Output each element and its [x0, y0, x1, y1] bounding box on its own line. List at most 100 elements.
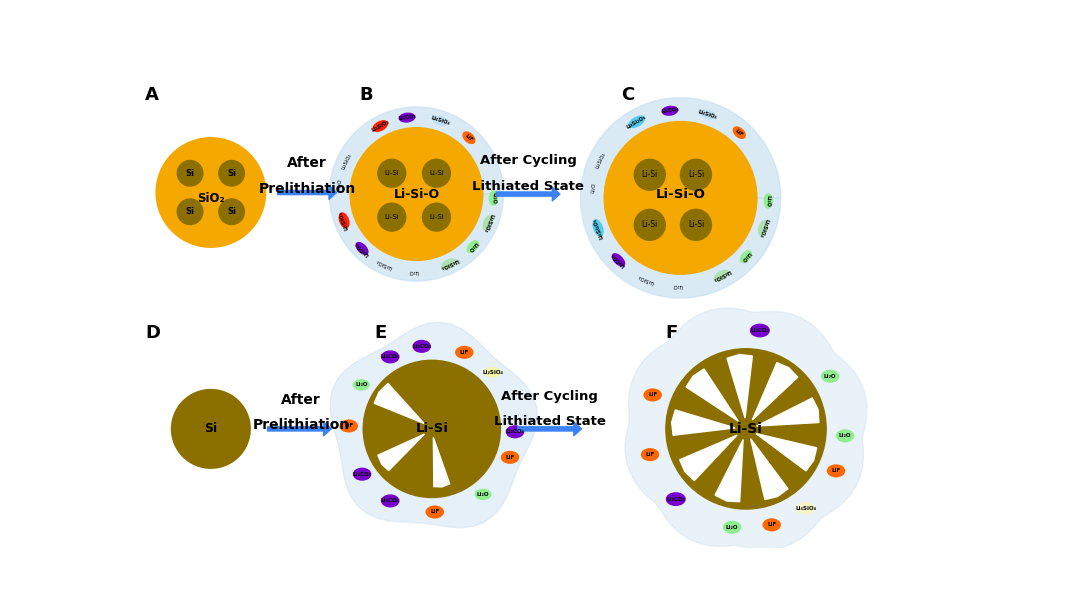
- Ellipse shape: [611, 253, 625, 267]
- Ellipse shape: [353, 379, 369, 391]
- Ellipse shape: [413, 340, 431, 353]
- Circle shape: [634, 158, 666, 191]
- Ellipse shape: [665, 492, 686, 506]
- Polygon shape: [715, 439, 743, 502]
- Text: Li₄SiO₄: Li₄SiO₄: [438, 257, 459, 270]
- Ellipse shape: [764, 193, 773, 209]
- Text: LiF: LiF: [767, 522, 777, 527]
- Polygon shape: [625, 308, 867, 550]
- Text: Si: Si: [204, 423, 217, 436]
- Ellipse shape: [644, 388, 662, 402]
- Text: Li₄SiO₄: Li₄SiO₄: [795, 506, 816, 511]
- Polygon shape: [330, 322, 538, 528]
- Text: LiF: LiF: [734, 128, 744, 137]
- Text: After Cycling: After Cycling: [480, 155, 577, 168]
- Ellipse shape: [699, 109, 716, 120]
- Circle shape: [177, 160, 203, 187]
- Polygon shape: [580, 98, 781, 298]
- Text: Li₂O: Li₂O: [740, 251, 752, 262]
- Polygon shape: [753, 363, 798, 420]
- Text: After Cycling: After Cycling: [501, 390, 598, 403]
- Text: Li₂CO₃: Li₂CO₃: [610, 252, 626, 268]
- Text: Li₂O: Li₂O: [591, 182, 596, 193]
- Ellipse shape: [836, 429, 854, 442]
- Text: Li₄Si₂O₅: Li₄Si₂O₅: [625, 114, 648, 129]
- Text: LiF: LiF: [464, 133, 474, 142]
- Text: Li₂CO₃: Li₂CO₃: [751, 328, 769, 333]
- Circle shape: [218, 160, 245, 187]
- Text: Li₂O: Li₂O: [476, 492, 489, 497]
- Ellipse shape: [373, 120, 388, 132]
- Text: LiF: LiF: [505, 455, 514, 460]
- Text: Li₂O: Li₂O: [490, 192, 496, 204]
- Circle shape: [218, 198, 245, 225]
- Polygon shape: [433, 437, 449, 487]
- Circle shape: [604, 121, 757, 275]
- Text: B: B: [360, 86, 373, 105]
- Polygon shape: [672, 410, 735, 436]
- Circle shape: [377, 158, 406, 188]
- Ellipse shape: [827, 464, 846, 477]
- Text: Li-Si: Li-Si: [384, 170, 400, 176]
- Circle shape: [634, 209, 666, 241]
- Text: Li₂CO₃: Li₂CO₃: [354, 240, 370, 257]
- Text: Lithiated State: Lithiated State: [472, 180, 584, 193]
- Ellipse shape: [501, 451, 519, 464]
- Text: Li-Si: Li-Si: [642, 170, 658, 179]
- Text: Li₂CO₃: Li₂CO₃: [661, 107, 679, 115]
- Ellipse shape: [796, 501, 815, 515]
- Text: Li-Si: Li-Si: [416, 423, 448, 436]
- Ellipse shape: [455, 346, 473, 359]
- Text: Li₂O: Li₂O: [766, 195, 771, 207]
- Text: Li₂CO₃: Li₂CO₃: [505, 429, 525, 434]
- Text: SiO₂: SiO₂: [197, 192, 225, 205]
- Text: Li-Si: Li-Si: [429, 214, 444, 220]
- Text: Li₂O: Li₂O: [467, 240, 478, 253]
- Ellipse shape: [483, 215, 494, 231]
- Text: Li₂O: Li₂O: [337, 178, 343, 189]
- Text: Li₄SiO₄: Li₄SiO₄: [340, 153, 352, 171]
- Ellipse shape: [740, 250, 752, 263]
- Ellipse shape: [441, 258, 457, 269]
- Text: LiF: LiF: [646, 452, 654, 457]
- Ellipse shape: [762, 518, 781, 532]
- Polygon shape: [727, 355, 753, 418]
- Polygon shape: [757, 398, 819, 426]
- Circle shape: [665, 348, 827, 510]
- Ellipse shape: [426, 506, 444, 519]
- Polygon shape: [686, 369, 739, 421]
- Circle shape: [363, 360, 501, 498]
- Ellipse shape: [732, 126, 746, 139]
- Circle shape: [679, 209, 712, 241]
- Ellipse shape: [723, 521, 741, 534]
- Text: Li₂CO₃: Li₂CO₃: [381, 498, 400, 503]
- Text: Li₂CO₃: Li₂CO₃: [413, 344, 431, 349]
- Text: Si: Si: [186, 169, 194, 178]
- Text: Li₄SiO₄: Li₄SiO₄: [712, 269, 731, 282]
- Polygon shape: [756, 434, 816, 471]
- Text: After: After: [281, 392, 321, 407]
- Text: Si: Si: [227, 169, 237, 178]
- Text: Li₄SiO₄: Li₄SiO₄: [482, 213, 494, 233]
- Polygon shape: [329, 107, 503, 281]
- Text: After: After: [287, 156, 327, 170]
- Circle shape: [156, 137, 267, 248]
- Text: Li₄SiO₄: Li₄SiO₄: [698, 109, 718, 120]
- Text: Li-Si-O: Li-Si-O: [656, 187, 705, 201]
- Ellipse shape: [381, 351, 400, 363]
- Polygon shape: [751, 439, 788, 500]
- Text: Si: Si: [227, 207, 237, 216]
- Text: Li-Si: Li-Si: [688, 170, 704, 179]
- Text: Li₄SiO₄: Li₄SiO₄: [757, 218, 769, 238]
- Text: Li-Si: Li-Si: [642, 221, 658, 229]
- Text: LiF: LiF: [345, 423, 353, 429]
- Text: Li₄SiO₄: Li₄SiO₄: [595, 152, 607, 170]
- Text: Si: Si: [186, 207, 194, 216]
- Text: Li₂SiO₃: Li₂SiO₃: [370, 120, 390, 133]
- Ellipse shape: [821, 370, 839, 383]
- Polygon shape: [374, 384, 424, 423]
- Text: A: A: [146, 86, 159, 105]
- Circle shape: [177, 198, 203, 225]
- Text: Li₂O: Li₂O: [824, 374, 837, 379]
- Text: Li₄Si₂O₅: Li₄Si₂O₅: [592, 217, 604, 239]
